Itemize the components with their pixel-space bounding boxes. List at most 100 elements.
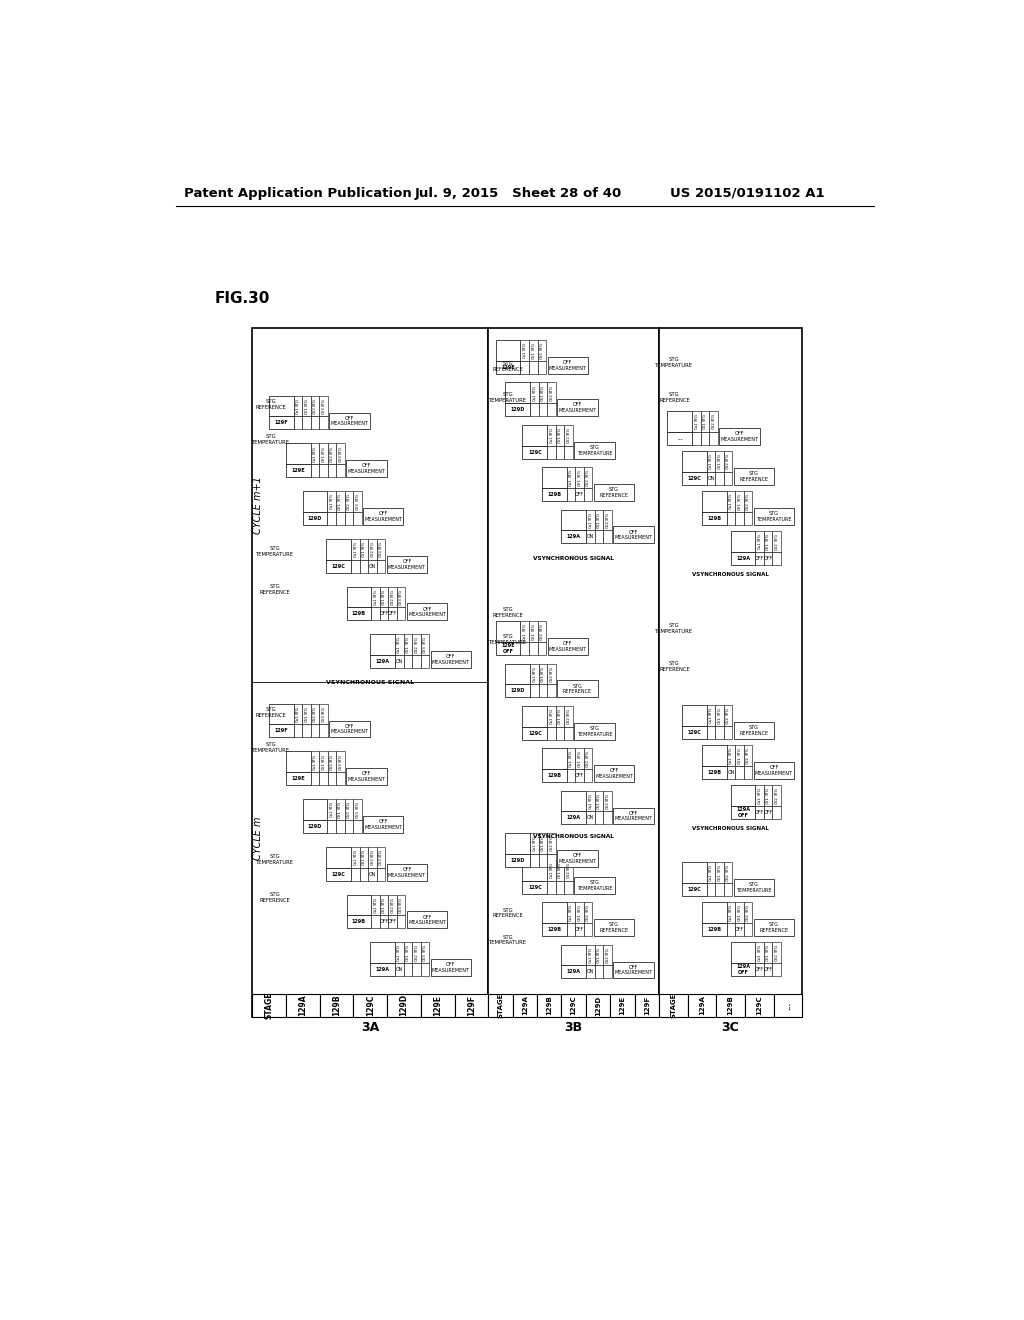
Bar	[395, 942, 403, 964]
Bar	[556, 726, 564, 739]
Text: 129E: 129E	[292, 469, 305, 473]
Text: OFF
MEASUREMENT: OFF MEASUREMENT	[409, 606, 446, 618]
Text: STG: STG	[558, 428, 562, 436]
Bar	[369, 539, 377, 560]
Bar	[682, 726, 707, 739]
Bar	[575, 467, 584, 488]
Bar	[269, 704, 294, 725]
Bar	[764, 531, 772, 552]
Bar	[542, 923, 566, 936]
Text: CV2: CV2	[330, 762, 334, 770]
Bar	[743, 903, 753, 923]
Bar	[756, 807, 764, 818]
Text: Ca1: Ca1	[522, 351, 526, 359]
Text: STG: STG	[578, 904, 582, 912]
Bar	[412, 635, 421, 655]
Text: STG: STG	[746, 904, 750, 912]
Text: STG: STG	[406, 636, 410, 644]
Bar	[351, 847, 359, 867]
Bar	[587, 965, 595, 978]
Bar	[522, 726, 547, 739]
Bar	[269, 396, 294, 416]
Text: STG: STG	[322, 397, 326, 405]
Bar	[372, 895, 380, 915]
Text: STG: STG	[586, 470, 590, 478]
Text: STG: STG	[532, 836, 537, 843]
Bar	[353, 491, 361, 512]
Bar	[756, 964, 764, 977]
Bar	[539, 664, 547, 684]
Text: OFF
MEASUREMENT: OFF MEASUREMENT	[347, 463, 385, 474]
Bar	[547, 684, 556, 697]
Bar	[584, 770, 592, 781]
Text: STG: STG	[399, 589, 403, 597]
Bar	[397, 895, 406, 915]
Text: STG
TEMPERATURE: STG TEMPERATURE	[655, 623, 693, 634]
Bar	[727, 903, 735, 923]
Text: ON: ON	[369, 871, 376, 876]
Text: 129B: 129B	[708, 927, 721, 932]
Text: CV2: CV2	[391, 906, 394, 913]
Bar	[557, 681, 598, 697]
Text: CV2: CV2	[540, 351, 544, 359]
Text: OFF
MEASUREMENT: OFF MEASUREMENT	[388, 867, 426, 878]
Bar	[530, 684, 539, 697]
Text: CV2: CV2	[550, 393, 554, 401]
Text: 129B: 129B	[708, 770, 721, 775]
Bar	[351, 560, 359, 573]
Text: STG: STG	[737, 904, 741, 912]
Text: STG: STG	[569, 751, 573, 759]
Bar	[310, 704, 319, 725]
Text: Ca1: Ca1	[709, 873, 713, 880]
Text: 129A
OFF: 129A OFF	[736, 807, 750, 818]
Bar	[547, 383, 556, 404]
Bar	[353, 820, 361, 833]
Text: Ca1: Ca1	[550, 717, 554, 725]
Text: STG
TEMPERATURE: STG TEMPERATURE	[256, 854, 294, 865]
Bar	[682, 862, 707, 883]
Bar	[547, 726, 556, 739]
Bar	[336, 512, 344, 525]
Text: STG: STG	[597, 793, 601, 801]
Bar	[488, 327, 658, 1016]
Bar	[336, 820, 344, 833]
Text: CV1: CV1	[703, 421, 707, 429]
Text: 129C: 129C	[528, 450, 542, 454]
Bar	[587, 945, 595, 965]
Bar	[397, 586, 406, 607]
Bar	[603, 812, 611, 825]
Bar	[542, 488, 566, 502]
Bar	[530, 833, 539, 854]
Text: Ca1: Ca1	[532, 393, 537, 401]
Bar	[720, 428, 760, 445]
Text: 129C: 129C	[332, 871, 345, 876]
Bar	[506, 383, 530, 404]
Bar	[506, 684, 530, 697]
Bar	[587, 510, 595, 531]
Text: STG
TEMPERATURE: STG TEMPERATURE	[256, 545, 294, 557]
Text: STG: STG	[415, 945, 418, 953]
Bar	[344, 512, 353, 525]
Text: STG: STG	[541, 384, 545, 393]
Bar	[303, 512, 328, 525]
Bar	[772, 964, 781, 977]
Text: STG: STG	[531, 623, 536, 631]
Text: CV1: CV1	[541, 675, 545, 682]
Text: CV2: CV2	[566, 870, 570, 878]
Bar	[603, 791, 611, 812]
Text: 129C: 129C	[757, 995, 762, 1015]
Text: STG: STG	[371, 541, 375, 549]
Text: Ca1: Ca1	[569, 913, 573, 920]
Text: CV1: CV1	[541, 393, 545, 401]
Text: 129A: 129A	[567, 816, 581, 821]
Bar	[584, 748, 592, 770]
Bar	[613, 961, 653, 978]
Bar	[530, 404, 539, 416]
Bar	[403, 635, 412, 655]
Bar	[575, 770, 584, 781]
Bar	[566, 903, 575, 923]
Bar	[380, 607, 388, 620]
Text: OFF: OFF	[575, 927, 584, 932]
Text: CV2: CV2	[605, 956, 609, 964]
Text: CV2: CV2	[746, 502, 750, 510]
